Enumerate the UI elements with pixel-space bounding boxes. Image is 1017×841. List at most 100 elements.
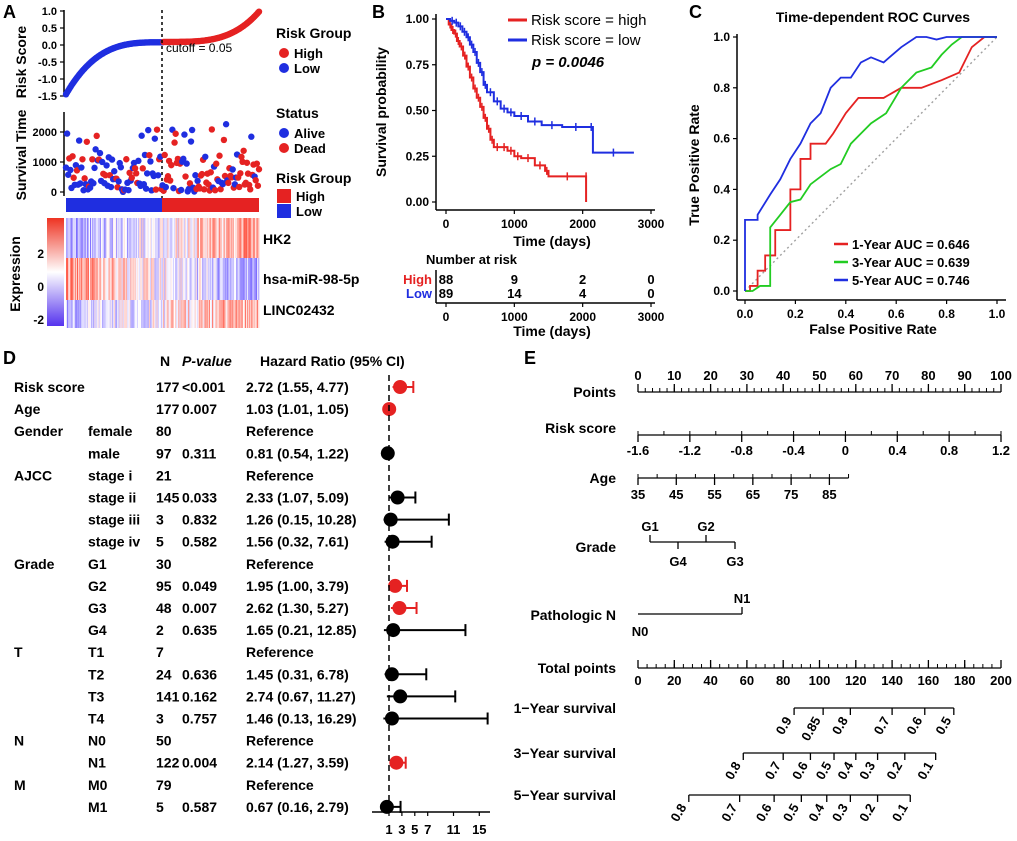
- survival-point-alive: [177, 186, 185, 194]
- heatmap-cell: [167, 300, 169, 328]
- heatmap-cell: [212, 300, 214, 328]
- expression-ylabel: Expression: [7, 236, 23, 311]
- heatmap-cell: [110, 300, 113, 328]
- heatmap-cell: [241, 258, 244, 300]
- heatmap-cell: [168, 218, 170, 258]
- forest-pvalue: 0.033: [182, 490, 217, 506]
- heatmap-cell: [146, 300, 149, 328]
- roc-ytick-label: 0.2: [713, 233, 730, 247]
- heatmap-cell: [93, 258, 95, 300]
- heatmap-cell: [132, 300, 134, 328]
- heatmap-cell: [74, 258, 77, 300]
- nomogram-tick-label: 50: [812, 368, 826, 383]
- forest-pvalue: 0.049: [182, 578, 217, 594]
- heatmap-cell: [254, 258, 257, 300]
- risk-table-count: 14: [507, 286, 522, 301]
- heatmap-cell: [237, 300, 239, 328]
- survival-point-alive: [248, 133, 255, 140]
- forest-level-label: G4: [88, 622, 107, 638]
- risk-table-count: 89: [439, 286, 453, 301]
- forest-xtick-label: 1: [385, 822, 392, 837]
- group-bar-low: [66, 198, 162, 212]
- heatmap-cell: [107, 300, 109, 328]
- forest-level-label: M1: [88, 799, 108, 815]
- heatmap-cell: [164, 300, 166, 328]
- heatmap-cell: [129, 258, 131, 300]
- forest-hr-point: [384, 667, 399, 682]
- heatmap-cell: [157, 218, 160, 258]
- forest-xtick-label: 15: [472, 822, 486, 837]
- heatmap-cell: [159, 300, 162, 328]
- heatmap-cell: [121, 218, 124, 258]
- heatmap-cell: [128, 218, 130, 258]
- heatmap-cell: [73, 300, 76, 328]
- heatmap-cell: [173, 258, 176, 300]
- km-ytick-label: 0.00: [406, 195, 430, 209]
- heatmap-cell: [67, 300, 69, 328]
- heatmap-cell: [158, 218, 161, 258]
- heatmap-cell: [240, 300, 242, 328]
- heatmap-cell: [166, 300, 168, 328]
- heatmap-cell: [93, 300, 95, 328]
- survival-point-alive: [181, 131, 188, 138]
- heatmap-cell: [129, 300, 131, 328]
- heatmap-cell: [218, 300, 221, 328]
- heatmap-cell: [122, 218, 125, 258]
- heatmap-cell: [217, 218, 220, 258]
- heatmap-cell: [163, 258, 165, 300]
- heatmap-cell: [103, 218, 105, 258]
- survival-point-dead: [166, 177, 174, 184]
- heatmap-cell: [220, 218, 223, 258]
- heatmap-cell: [106, 218, 108, 258]
- heatmap-cell: [153, 300, 155, 328]
- heatmap-cell: [94, 218, 96, 258]
- heatmap-cell: [105, 218, 107, 258]
- nomogram-row-label: Total points: [538, 660, 616, 676]
- heatmap-cell: [163, 218, 165, 258]
- heatmap-cell: [125, 300, 128, 328]
- forest-row: stage ii 145 0.033 2.33 (1.07, 5.09): [88, 490, 417, 506]
- heatmap-cell: [215, 218, 217, 258]
- heatmap-cell: [190, 258, 192, 300]
- heatmap-cell: [140, 300, 142, 328]
- forest-row: M M0 79 Reference: [14, 777, 314, 793]
- heatmap-cell: [197, 218, 200, 258]
- forest-pvalue: 0.587: [182, 799, 217, 815]
- survival-point-dead: [89, 156, 96, 163]
- heatmap-cell: [83, 300, 85, 328]
- heatmap-cell: [209, 300, 212, 328]
- heatmap-cell: [103, 258, 105, 300]
- roc-ytick-label: 0.0: [713, 284, 730, 298]
- status-legend-title: Status: [276, 105, 319, 121]
- heatmap-cell: [169, 218, 172, 258]
- survival-point-dead: [79, 156, 86, 163]
- forest-n: 177: [156, 401, 180, 417]
- heatmap-cell: [68, 300, 70, 328]
- survival-point-alive: [63, 130, 71, 137]
- heatmap-cell: [239, 218, 241, 258]
- survival-point-dead: [207, 169, 214, 176]
- heatmap-cell: [117, 258, 119, 300]
- survival-point-alive: [194, 177, 201, 185]
- heatmap-cell: [247, 218, 249, 258]
- heatmap-cell: [88, 258, 91, 300]
- forest-pvalue: 0.007: [182, 600, 217, 616]
- forest-hr-text: Reference: [246, 467, 314, 483]
- risk-group-legend-title: Risk Group: [276, 25, 351, 41]
- nomogram-row-label: Grade: [576, 539, 617, 555]
- nomogram-tick-label: 0.1: [889, 801, 911, 824]
- risk-score-ytick-label: 0.5: [42, 23, 57, 35]
- heatmap-cell: [147, 300, 150, 328]
- heatmap-cell: [224, 218, 226, 258]
- heatmap-cell: [247, 300, 249, 328]
- forest-hr-point: [388, 578, 403, 593]
- survival-point-dead: [146, 151, 153, 159]
- heatmap-cell: [230, 218, 233, 258]
- heatmap-cell: [111, 300, 114, 328]
- forest-hr-point: [379, 799, 394, 814]
- forest-hr-text: 2.72 (1.55, 4.77): [246, 379, 349, 395]
- forest-n: 2: [156, 622, 164, 638]
- roc-xticks: 0.0 0.2 0.4 0.6 0.8 1.0: [737, 300, 1006, 321]
- survival-point-dead: [252, 177, 259, 184]
